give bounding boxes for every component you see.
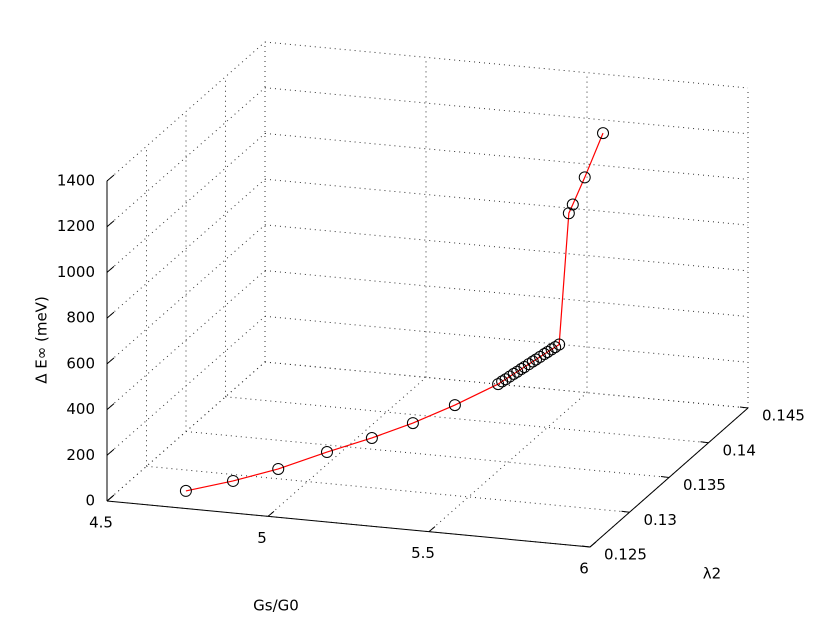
data-point xyxy=(522,358,535,371)
x-tick-label: 4.5 xyxy=(89,514,113,532)
grid-line xyxy=(267,376,427,517)
grid-line xyxy=(264,315,749,363)
data-point xyxy=(320,446,333,459)
y-tick xyxy=(581,545,591,548)
y-tick-label: 0.145 xyxy=(762,407,805,425)
z-tick-label: 200 xyxy=(66,446,95,464)
data-point xyxy=(272,462,285,475)
z-tick-label: 400 xyxy=(66,400,95,418)
grid-line xyxy=(264,361,749,409)
grid-line xyxy=(185,431,670,478)
data-point xyxy=(511,365,524,378)
grid-line xyxy=(106,41,266,182)
z-tick-label: 600 xyxy=(66,354,95,372)
grid-line xyxy=(106,315,266,456)
y-tick xyxy=(621,510,630,513)
z-tick-label: 800 xyxy=(66,309,95,327)
x-tick-label: 5 xyxy=(257,529,267,547)
z-tick xyxy=(106,174,115,182)
data-point xyxy=(179,484,192,497)
grid-line xyxy=(106,133,266,273)
z-tick xyxy=(106,403,115,410)
data-point xyxy=(406,417,419,430)
data-point xyxy=(538,347,551,360)
grid-line xyxy=(264,41,749,89)
z-tick xyxy=(106,311,115,319)
z-tick-label: 1200 xyxy=(57,217,95,235)
z-tick-label: 1400 xyxy=(57,172,95,190)
z-tick-label: 1000 xyxy=(57,263,95,281)
z-axis-label: Δ E∞ (meV) xyxy=(33,296,51,384)
grid-line xyxy=(264,132,749,180)
x-tick-label: 6 xyxy=(579,560,589,578)
y-tick-label: 0.135 xyxy=(683,476,726,494)
grid-line xyxy=(428,392,588,533)
z-tick xyxy=(106,357,115,365)
x-tick xyxy=(428,526,436,533)
data-point xyxy=(530,353,543,366)
grid-line xyxy=(106,224,266,365)
y-tick-label: 0.125 xyxy=(604,546,647,564)
data-point xyxy=(553,338,566,351)
grid-line xyxy=(106,178,266,319)
z-tick xyxy=(106,266,115,273)
grid-line xyxy=(146,465,630,513)
z-tick-label: 0 xyxy=(85,492,95,510)
z-tick xyxy=(106,220,115,228)
data-point xyxy=(566,198,579,211)
data-point xyxy=(578,171,591,184)
x-tick xyxy=(589,541,597,548)
y-tick-label: 0.13 xyxy=(644,511,677,529)
data-point xyxy=(597,127,610,140)
grid-line xyxy=(264,87,749,135)
data-point xyxy=(365,431,378,444)
y-axis-label: λ2 xyxy=(703,565,721,583)
grid-line xyxy=(264,178,749,226)
grid-line xyxy=(264,224,749,272)
grid-line xyxy=(264,270,749,318)
data-point xyxy=(448,399,461,412)
z-tick xyxy=(106,448,115,456)
data-point xyxy=(227,474,240,487)
y-tick xyxy=(700,441,709,444)
y-tick-label: 0.14 xyxy=(723,441,756,459)
data-point xyxy=(549,341,562,354)
x-tick-label: 5.5 xyxy=(411,544,435,562)
data-point xyxy=(526,355,539,368)
y-tick xyxy=(739,406,749,409)
z-tick xyxy=(106,494,115,502)
x-axis xyxy=(106,500,591,548)
x-tick xyxy=(267,510,275,517)
grid-line xyxy=(225,396,709,444)
grid-line xyxy=(106,87,266,228)
grid-line xyxy=(106,270,266,410)
grid-line xyxy=(106,361,266,502)
x-axis-label: Gs/G0 xyxy=(253,597,299,615)
data-line xyxy=(185,132,604,492)
y-tick xyxy=(660,476,670,478)
